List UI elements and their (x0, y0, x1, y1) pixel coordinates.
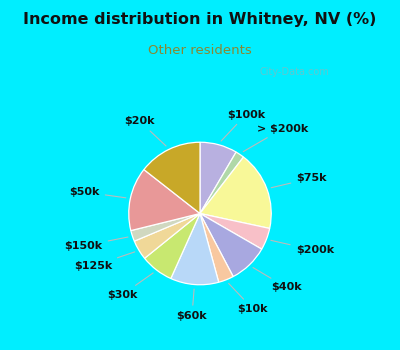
Text: $125k: $125k (74, 252, 135, 271)
Wedge shape (129, 169, 200, 231)
Wedge shape (131, 214, 200, 241)
Wedge shape (200, 152, 244, 214)
Wedge shape (144, 142, 200, 214)
Text: Other residents: Other residents (148, 44, 252, 57)
Text: > $200k: > $200k (243, 124, 309, 152)
Wedge shape (200, 214, 270, 249)
Text: $10k: $10k (229, 284, 268, 314)
Text: $40k: $40k (253, 267, 302, 292)
Text: Income distribution in Whitney, NV (%): Income distribution in Whitney, NV (%) (23, 12, 377, 27)
Text: $50k: $50k (69, 187, 126, 198)
Text: $200k: $200k (271, 240, 334, 255)
Wedge shape (200, 157, 271, 229)
Text: $30k: $30k (107, 273, 153, 300)
Text: $100k: $100k (221, 110, 265, 141)
Text: $75k: $75k (271, 173, 327, 188)
Text: City-Data.com: City-Data.com (259, 67, 329, 77)
Wedge shape (134, 214, 200, 258)
Text: $150k: $150k (64, 237, 128, 251)
Wedge shape (200, 214, 233, 282)
Text: $20k: $20k (124, 116, 166, 146)
Wedge shape (171, 214, 219, 285)
Wedge shape (200, 214, 262, 276)
Wedge shape (144, 214, 200, 279)
Text: $60k: $60k (177, 289, 207, 321)
Wedge shape (200, 142, 236, 214)
